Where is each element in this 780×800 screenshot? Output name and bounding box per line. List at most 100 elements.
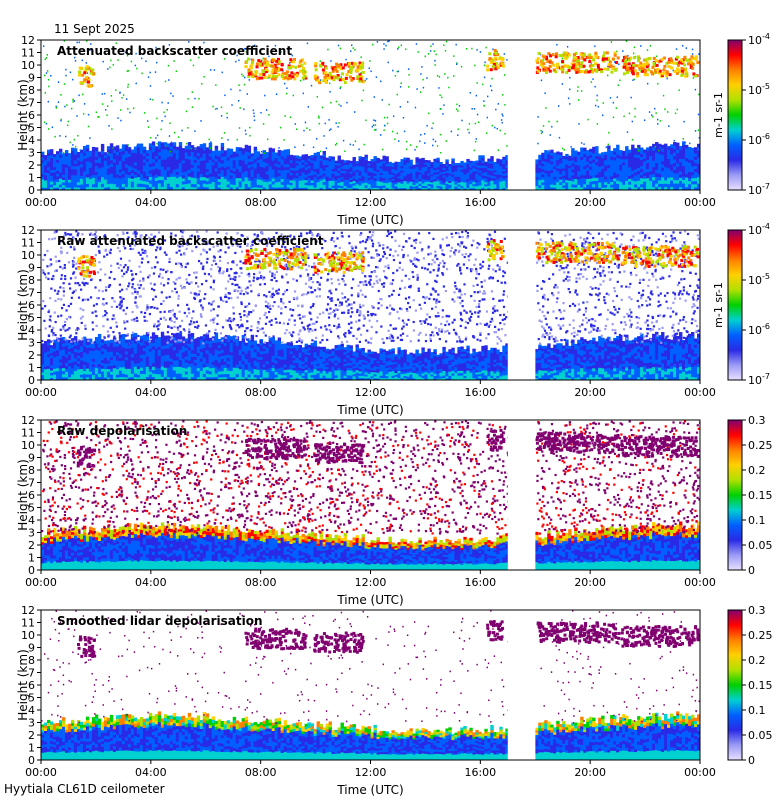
y-tick-label: 10 <box>21 249 35 262</box>
y-tick-label: 0 <box>28 374 35 387</box>
panel-title: Attenuated backscatter coefficient <box>57 44 292 58</box>
colorbar-tick-label: 0.25 <box>748 629 773 642</box>
y-tick-label: 1 <box>28 172 35 185</box>
colorbar-tick-label: 0 <box>748 754 755 767</box>
x-tick-label: 16:00 <box>464 386 496 399</box>
y-tick-label: 6 <box>28 299 35 312</box>
y-tick-label: 7 <box>28 477 35 490</box>
y-tick-label: 1 <box>28 742 35 755</box>
y-tick-label: 3 <box>28 337 35 350</box>
colorbar: 10-7 10-6 10-5 10-4 m-1 sr-1 <box>712 222 770 387</box>
colorbar-tick-label: 0.15 <box>748 679 773 692</box>
colorbar-tick-label: 0.3 <box>748 604 766 617</box>
y-tick-label: 10 <box>21 59 35 72</box>
y-tick-label: 8 <box>28 464 35 477</box>
y-tick-label: 10 <box>21 629 35 642</box>
colorbar-bar <box>727 609 743 761</box>
y-tick-label: 9 <box>28 452 35 465</box>
x-tick-label: 20:00 <box>574 386 606 399</box>
data-gap <box>507 610 536 760</box>
y-tick-label: 5 <box>28 122 35 135</box>
data-gap <box>507 230 536 380</box>
y-tick-label: 9 <box>28 72 35 85</box>
colorbar-tick-label: 0.15 <box>748 489 773 502</box>
colorbar-tick-label: 0.25 <box>748 439 773 452</box>
colorbar-tick-label: 0.1 <box>748 514 766 527</box>
colorbar-units: m-1 sr-1 <box>712 92 725 138</box>
colorbar-tick-label: 0.2 <box>748 654 766 667</box>
colorbar-tick-label: 10-4 <box>748 32 770 47</box>
x-tick-label: 20:00 <box>574 766 606 779</box>
x-axis-label: Time (UTC) <box>336 213 403 227</box>
heatmap-area <box>41 230 700 380</box>
chart-panel-1: Attenuated backscatter coefficient012345… <box>16 32 770 227</box>
site-label: Hyytiala CL61D ceilometer <box>4 782 165 796</box>
y-tick-label: 3 <box>28 717 35 730</box>
colorbar-tick-label: 0 <box>748 564 755 577</box>
y-tick-label: 5 <box>28 312 35 325</box>
x-tick-label: 00:00 <box>25 386 57 399</box>
y-tick-label: 0 <box>28 564 35 577</box>
colorbar-tick-label: 10-5 <box>748 82 770 97</box>
y-axis-label: Height (km) <box>16 459 30 530</box>
colorbar-tick-label: 10-7 <box>748 372 770 387</box>
colorbar: 0 0.05 0.1 0.15 0.2 0.25 0.3 <box>727 414 773 577</box>
heatmap-area <box>41 420 700 570</box>
y-tick-label: 8 <box>28 84 35 97</box>
y-tick-label: 3 <box>28 147 35 160</box>
y-tick-label: 2 <box>28 729 35 742</box>
y-tick-label: 0 <box>28 184 35 197</box>
y-tick-label: 6 <box>28 489 35 502</box>
y-tick-label: 9 <box>28 262 35 275</box>
x-tick-label: 00:00 <box>25 766 57 779</box>
panel-title: Raw depolarisation <box>57 424 187 438</box>
y-tick-label: 7 <box>28 667 35 680</box>
y-tick-label: 12 <box>21 604 35 617</box>
colorbar-tick-label: 0.1 <box>748 704 766 717</box>
colorbar-tick-label: 0.3 <box>748 414 766 427</box>
y-axis-label: Height (km) <box>16 649 30 720</box>
colorbar-tick-label: 0.05 <box>748 539 773 552</box>
y-tick-label: 0 <box>28 754 35 767</box>
colorbar: 0 0.05 0.1 0.15 0.2 0.25 0.3 <box>727 604 773 767</box>
x-axis-label: Time (UTC) <box>336 403 403 417</box>
y-tick-label: 7 <box>28 97 35 110</box>
y-tick-label: 11 <box>21 617 35 630</box>
colorbar-tick-label: 10-6 <box>748 132 770 147</box>
y-tick-label: 4 <box>28 704 35 717</box>
heatmap-area <box>41 40 700 190</box>
y-tick-label: 11 <box>21 427 35 440</box>
colorbar-tick-label: 10-4 <box>748 222 770 237</box>
colorbar-tick-label: 0.05 <box>748 729 773 742</box>
data-gap <box>507 420 536 570</box>
colorbar-tick-label: 10-6 <box>748 322 770 337</box>
x-tick-label: 00:00 <box>684 766 716 779</box>
x-tick-label: 04:00 <box>135 576 167 589</box>
y-axis-label: Height (km) <box>16 269 30 340</box>
panel-title: Smoothed lidar depolarisation <box>57 614 263 628</box>
y-tick-label: 12 <box>21 414 35 427</box>
x-tick-label: 12:00 <box>355 196 387 209</box>
colorbar-bar <box>727 39 743 191</box>
x-axis-label: Time (UTC) <box>336 593 403 607</box>
x-tick-label: 08:00 <box>245 576 277 589</box>
x-tick-label: 16:00 <box>464 196 496 209</box>
x-tick-label: 08:00 <box>245 386 277 399</box>
colorbar-tick-label: 10-5 <box>748 272 770 287</box>
colorbar-bar <box>727 229 743 381</box>
y-tick-label: 4 <box>28 324 35 337</box>
heatmap-area <box>41 610 700 760</box>
colorbar: 10-7 10-6 10-5 10-4 m-1 sr-1 <box>712 32 770 197</box>
x-tick-label: 00:00 <box>25 576 57 589</box>
x-tick-label: 00:00 <box>684 196 716 209</box>
x-tick-label: 00:00 <box>684 576 716 589</box>
panel-title: Raw attenuated backscatter coefficient <box>57 234 324 248</box>
colorbar-bar <box>727 419 743 571</box>
x-tick-label: 04:00 <box>135 766 167 779</box>
x-tick-label: 00:00 <box>25 196 57 209</box>
y-tick-label: 2 <box>28 159 35 172</box>
date-label: 11 Sept 2025 <box>54 22 135 36</box>
y-tick-label: 11 <box>21 47 35 60</box>
